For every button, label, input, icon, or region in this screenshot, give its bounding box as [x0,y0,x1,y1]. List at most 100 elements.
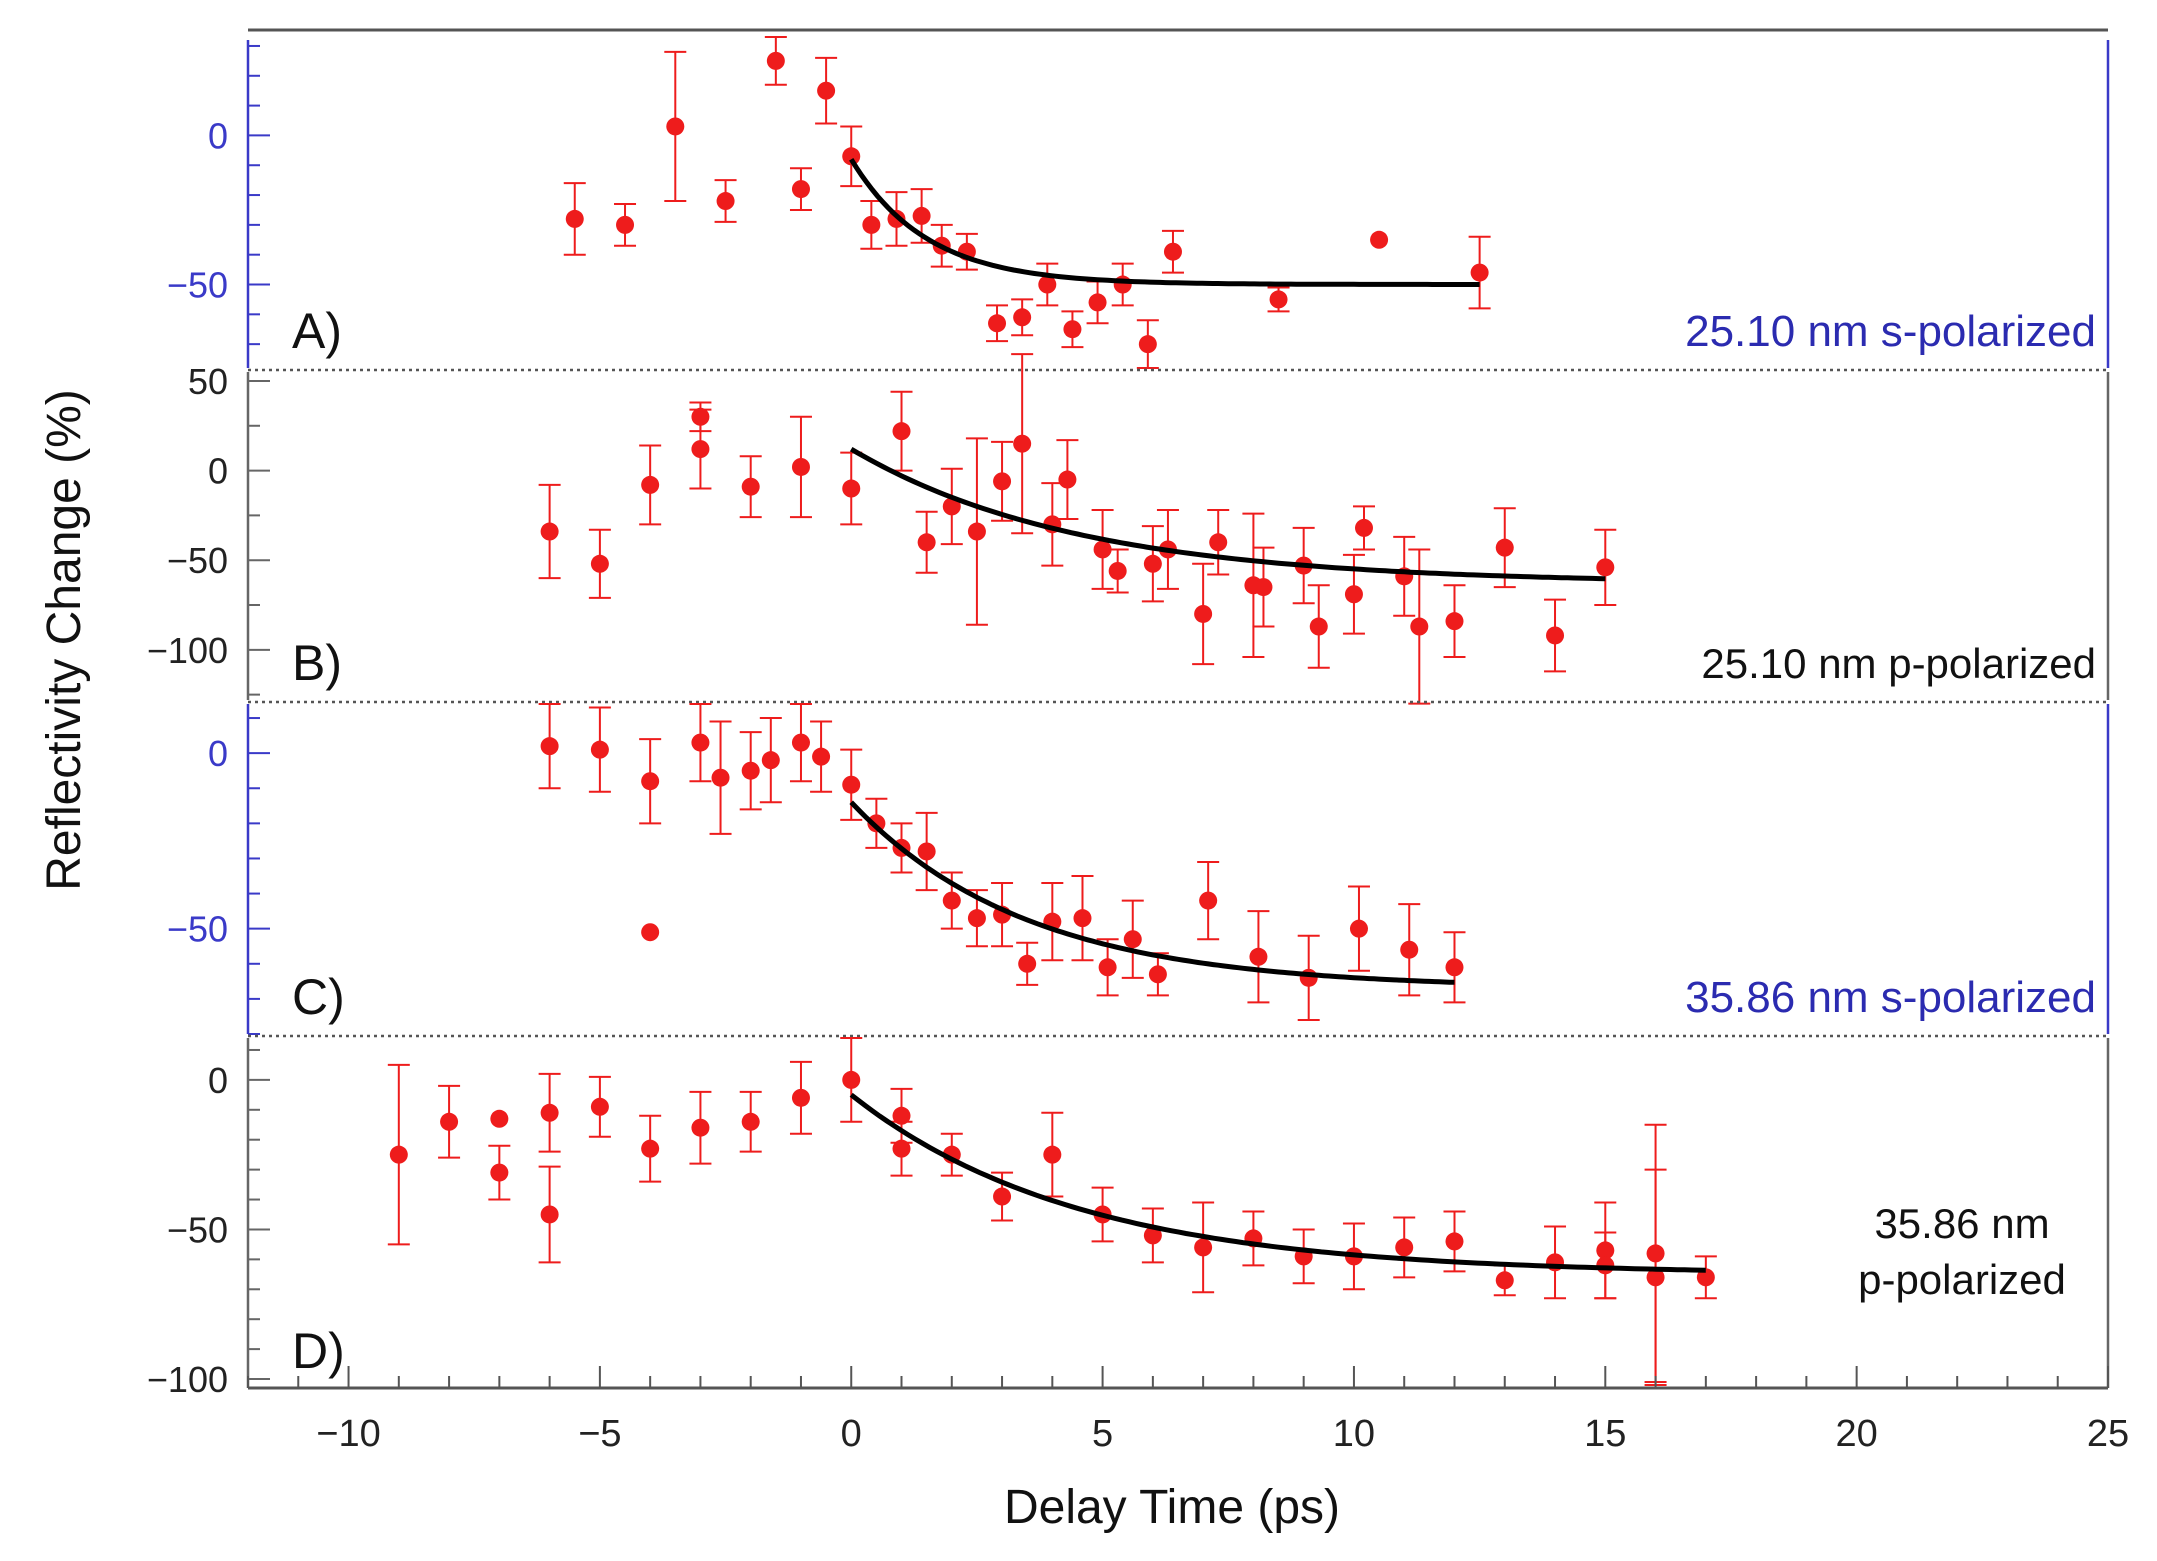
data-marker [1194,1238,1213,1257]
data-marker [1355,518,1373,537]
data-point [1161,229,1184,274]
data-point [563,182,586,256]
x-tick-label: 5 [1092,1413,1113,1455]
data-marker [791,1088,810,1107]
data-point [639,738,662,825]
data-point [1297,934,1320,1021]
data-point [955,232,978,271]
data-marker [791,180,810,199]
panel-label: 25.10 nm s-polarized [1685,307,2096,356]
data-marker [440,1112,459,1131]
panel-label: 35.86 nm s-polarized [1685,973,2096,1022]
data-point [915,510,938,574]
x-tick-label: 25 [2087,1413,2129,1455]
data-point [1086,280,1109,325]
x-tick-label: −5 [578,1413,621,1455]
data-marker [912,206,931,225]
data-marker [942,497,961,516]
y-tick-label: −100 [147,630,228,671]
data-point [438,1084,461,1159]
data-point [986,304,1009,343]
x-tick-label: −10 [316,1413,380,1455]
data-marker [641,772,660,791]
y-tick-label: 0 [208,115,228,156]
data-point [1061,310,1084,349]
data-marker [892,422,911,441]
x-axis-label: Delay Time (ps) [1004,1481,1340,1534]
data-point [890,390,913,472]
y-tick-label: −50 [167,540,228,581]
data-marker [1098,958,1117,977]
data-marker [716,192,735,211]
data-point [1242,1210,1265,1267]
data-marker [1209,533,1228,552]
data-marker [766,51,785,70]
data-marker [490,1109,509,1128]
data-marker [1269,290,1288,309]
data-point [1370,230,1389,249]
data-marker [993,472,1012,491]
data-point [991,882,1014,948]
data-marker [1349,919,1368,938]
x-tick-label: 10 [1333,1413,1375,1455]
data-point [1096,938,1119,997]
data-marker [1138,335,1157,354]
data-point [488,1144,511,1201]
y-tick-label: −50 [167,1209,228,1250]
data-marker [842,479,861,498]
data-point [490,1109,509,1128]
data-marker [1546,626,1565,645]
data-point [840,1037,863,1123]
data-marker [862,215,881,234]
data-point [387,1063,410,1246]
data-marker [691,440,710,459]
data-marker [967,522,986,541]
data-point [860,200,883,250]
data-marker [817,81,836,100]
data-marker [892,1139,911,1158]
data-point [759,717,782,804]
data-marker [791,457,810,476]
data-marker [590,554,609,573]
fit-curve [849,157,1480,287]
data-point [664,50,687,203]
data-point [1644,1168,1667,1387]
x-tick-label: 0 [841,1413,862,1455]
panel-letter: D) [292,1323,345,1379]
data-marker [691,1118,710,1137]
data-point [1207,509,1230,576]
data-point [1111,262,1134,307]
data-marker [1073,909,1092,928]
data-point [940,467,963,546]
data-marker [389,1145,408,1164]
data-point [1041,882,1064,962]
data-marker [1395,1238,1414,1257]
data-point [1192,562,1215,666]
data-point [1016,941,1039,986]
data-point [965,889,988,948]
data-marker [741,477,760,496]
x-tick-label: 15 [1584,1413,1626,1455]
data-point [1544,1225,1567,1300]
data-marker [988,314,1007,333]
data-point [689,1090,712,1165]
fit-curve [849,800,1455,985]
data-point [840,125,863,188]
data-point [1398,903,1421,997]
data-point [1493,1264,1516,1297]
data-marker [666,117,685,136]
data-point [764,36,787,86]
data-point [709,720,732,835]
y-tick-label: −50 [167,909,228,950]
data-marker [490,1163,509,1182]
data-point [1544,598,1567,673]
data-point [1141,525,1164,603]
data-marker [1400,940,1419,959]
data-point [815,56,838,125]
data-marker [1445,1232,1464,1251]
data-marker [1445,958,1464,977]
data-point [1036,262,1059,307]
data-marker [1596,558,1615,577]
panel-1: 0 −50 A) 25.10 nm s-polarized [167,36,2110,372]
